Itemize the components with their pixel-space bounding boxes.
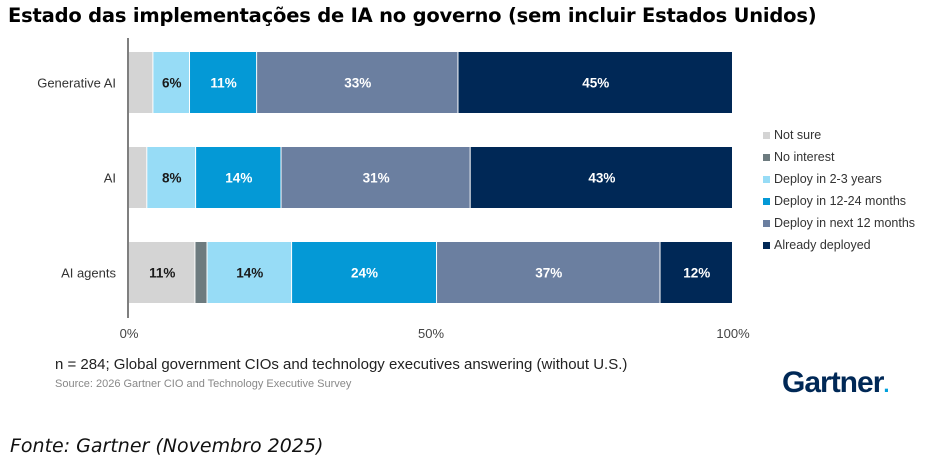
- legend-swatch: [763, 153, 770, 161]
- category-label: AI agents: [61, 266, 116, 281]
- legend-item: Deploy in next 12 months: [763, 212, 915, 234]
- data-label: 8%: [162, 171, 182, 186]
- stacked-bar-chart: 6% 11% 33% 45% 8% 14% 31% 43% 11% 14% 24% 37% 12% Ge…: [37, 38, 750, 341]
- bar-segment: [147, 147, 196, 208]
- category-label: AI: [104, 171, 116, 186]
- x-tick-label: 100%: [716, 326, 750, 341]
- x-tick-labels: 0% 50% 100%: [120, 326, 750, 341]
- bar-segment: [458, 52, 732, 113]
- legend-item: No interest: [763, 146, 915, 168]
- bar-segment: [129, 147, 147, 208]
- data-label: 11%: [210, 76, 236, 91]
- bar-segment: [129, 242, 195, 303]
- data-label: 14%: [236, 266, 263, 281]
- bar-segment: [292, 242, 437, 303]
- data-label: 37%: [535, 266, 562, 281]
- legend-item: Deploy in 12-24 months: [763, 190, 915, 212]
- logo-dot: .: [883, 372, 889, 397]
- gartner-logo: Gartner.: [782, 366, 890, 400]
- legend-label: Already deployed: [774, 238, 871, 252]
- legend-swatch: [763, 197, 770, 205]
- bar-segment: [257, 52, 458, 113]
- bars-group: 6% 11% 33% 45% 8% 14% 31% 43% 11% 14% 24% 37% 12%: [129, 52, 732, 303]
- chart-legend: Not sure No interest Deploy in 2-3 years De…: [763, 124, 915, 256]
- legend-label: Deploy in next 12 months: [774, 216, 916, 230]
- bar-segment: [207, 242, 292, 303]
- data-label: 14%: [225, 171, 252, 186]
- legend-swatch: [763, 175, 770, 183]
- bar-segment: [129, 52, 153, 113]
- data-label: 11%: [149, 266, 175, 281]
- logo-text: Gartner: [782, 366, 884, 399]
- sample-note: n = 284; Global government CIOs and tech…: [55, 356, 628, 373]
- bar-segment: [281, 147, 470, 208]
- legend-label: Not sure: [774, 128, 822, 142]
- x-tick-label: 50%: [418, 326, 444, 341]
- legend-swatch: [763, 241, 770, 249]
- bar-segment: [153, 52, 190, 113]
- data-label: 6%: [162, 76, 182, 91]
- source-note: Source: 2026 Gartner CIO and Technology …: [55, 378, 352, 390]
- legend-item: Already deployed: [763, 234, 915, 256]
- category-label: Generative AI: [37, 76, 116, 91]
- data-label: 43%: [588, 171, 615, 186]
- bar-segment: [195, 242, 207, 303]
- data-label: 31%: [363, 171, 390, 186]
- fonte-caption: Fonte: Gartner (Novembro 2025): [10, 435, 324, 457]
- page-title: Estado das implementações de IA no gover…: [8, 4, 817, 27]
- legend-swatch: [763, 131, 770, 139]
- data-label: 12%: [683, 266, 710, 281]
- x-tick-label: 0%: [120, 326, 139, 341]
- legend-item: Deploy in 2-3 years: [763, 168, 915, 190]
- data-label: 45%: [582, 76, 609, 91]
- legend-item: Not sure: [763, 124, 915, 146]
- bar-segment: [660, 242, 732, 303]
- bar-segment: [470, 147, 732, 208]
- legend-label: No interest: [774, 150, 835, 164]
- category-labels: Generative AI AI AI agents: [37, 76, 116, 281]
- data-label: 33%: [344, 76, 371, 91]
- bar-segment: [437, 242, 660, 303]
- bar-segment: [190, 52, 257, 113]
- legend-swatch: [763, 219, 770, 227]
- data-label: 24%: [351, 266, 378, 281]
- legend-label: Deploy in 12-24 months: [774, 194, 907, 208]
- bar-segment: [196, 147, 281, 208]
- legend-label: Deploy in 2-3 years: [774, 172, 882, 186]
